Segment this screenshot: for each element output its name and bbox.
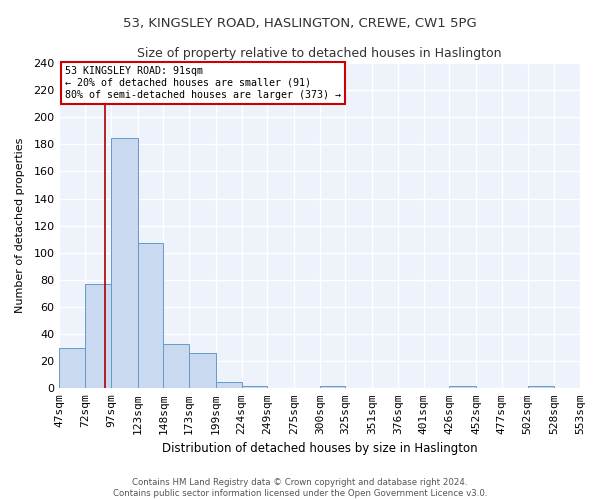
- Bar: [59, 348, 85, 389]
- Title: Size of property relative to detached houses in Haslington: Size of property relative to detached ho…: [137, 48, 502, 60]
- Bar: [527, 386, 554, 388]
- Bar: [216, 382, 242, 388]
- Text: 53 KINGSLEY ROAD: 91sqm
← 20% of detached houses are smaller (91)
80% of semi-de: 53 KINGSLEY ROAD: 91sqm ← 20% of detache…: [65, 66, 341, 100]
- Bar: [111, 138, 137, 388]
- X-axis label: Distribution of detached houses by size in Haslington: Distribution of detached houses by size …: [162, 442, 478, 455]
- Bar: [85, 284, 111, 389]
- Bar: [137, 244, 163, 388]
- Text: 53, KINGSLEY ROAD, HASLINGTON, CREWE, CW1 5PG: 53, KINGSLEY ROAD, HASLINGTON, CREWE, CW…: [123, 18, 477, 30]
- Bar: [242, 386, 267, 388]
- Bar: [449, 386, 476, 388]
- Bar: [320, 386, 346, 388]
- Y-axis label: Number of detached properties: Number of detached properties: [15, 138, 25, 314]
- Text: Contains HM Land Registry data © Crown copyright and database right 2024.
Contai: Contains HM Land Registry data © Crown c…: [113, 478, 487, 498]
- Bar: [163, 344, 189, 388]
- Bar: [189, 353, 216, 388]
